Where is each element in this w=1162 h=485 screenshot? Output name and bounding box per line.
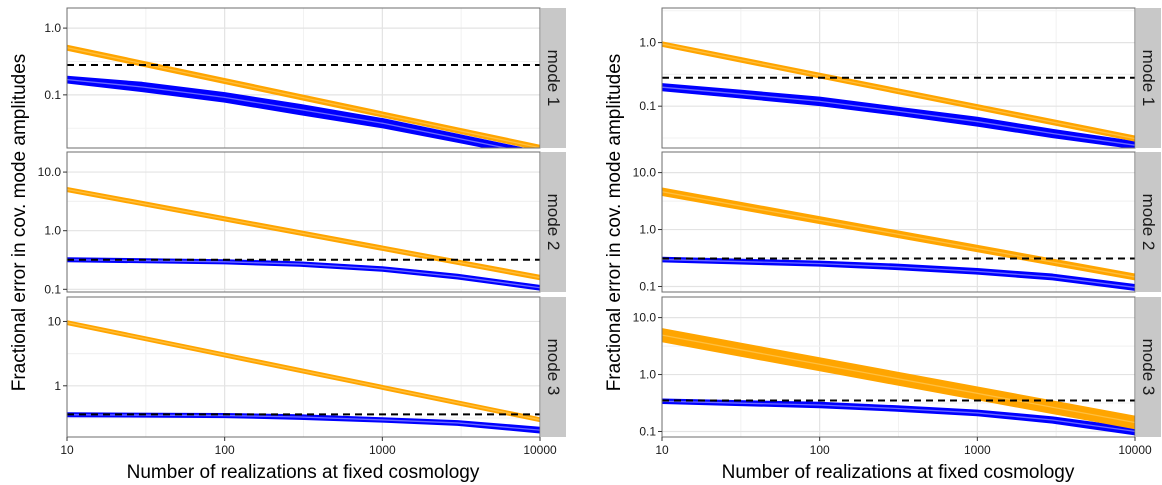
orange-center-line	[67, 188, 540, 279]
strip-label: mode 3	[544, 339, 563, 396]
blue-error-band	[662, 83, 1135, 148]
facet-strip	[541, 152, 566, 292]
y-axis-title: Fractional error in cov. mode amplitudes	[9, 54, 30, 392]
panel-2: mode 2 0.1 1.0 10.0	[38, 151, 566, 296]
y-tick-label: 0.1	[44, 88, 61, 102]
facet-strip	[541, 297, 566, 437]
y-tick-label: 1.0	[639, 36, 656, 50]
strip-label: mode 2	[1139, 194, 1158, 251]
strip-label: mode 2	[544, 194, 563, 251]
x-tick-label: 10	[655, 443, 669, 457]
y-tick-label: 1.0	[44, 224, 61, 238]
x-axis-title: Number of realizations at fixed cosmolog…	[127, 462, 480, 483]
grid	[662, 152, 1135, 292]
y-tick-label: 1.0	[639, 368, 656, 382]
y-tick-label: 10	[48, 314, 62, 328]
orange-center-line	[662, 334, 1135, 424]
x-axis-title: Number of realizations at fixed cosmolog…	[722, 462, 1075, 483]
y-tick-label: 10.0	[633, 166, 657, 180]
y-tick-label: 1.0	[44, 21, 61, 35]
facet-strip	[1136, 8, 1161, 148]
x-tick-label: 10	[60, 443, 74, 457]
blue-center-line	[67, 259, 540, 289]
x-tick-label: 1000	[964, 443, 991, 457]
blue-error-band	[662, 398, 1135, 436]
strip-label: mode 3	[1139, 339, 1158, 396]
chart-1: mode 1 0.1 1.0 mode 2 0.1 1.0 10.0 mode 3 1 10 10 1…	[9, 7, 566, 483]
orange-center-line	[662, 43, 1135, 140]
panel-border	[66, 7, 541, 149]
y-tick-label: 1	[54, 379, 61, 393]
series-group	[662, 41, 1135, 148]
x-tick-label: 10000	[1118, 443, 1152, 457]
panel-2: mode 2 0.1 1.0 10.0	[633, 151, 1161, 293]
panel-border	[66, 296, 541, 438]
y-tick-label: 0.1	[639, 279, 656, 293]
facet-strip	[1136, 152, 1161, 292]
y-axis-title: Fractional error in cov. mode amplitudes	[604, 54, 625, 392]
grid	[67, 152, 540, 292]
orange-center-line	[67, 321, 540, 421]
y-tick-label: 10.0	[38, 165, 62, 179]
facet-strip	[541, 8, 566, 148]
blue-center-line	[67, 78, 509, 148]
blue-center-line	[662, 400, 1135, 433]
series-group	[67, 44, 540, 148]
blue-error-band	[67, 75, 526, 148]
chart-2: mode 1 0.1 1.0 mode 2 0.1 1.0 10.0 mode 3 0.1 1.0…	[604, 7, 1161, 483]
series-group	[662, 328, 1135, 436]
panel-3: mode 3 1 10	[48, 296, 566, 438]
blue-center-line	[662, 86, 1135, 146]
panel-1: mode 1 0.1 1.0	[44, 7, 566, 149]
panel-border	[661, 7, 1136, 149]
facet-strip	[1136, 297, 1161, 437]
grid	[67, 297, 540, 437]
panel-border	[661, 151, 1136, 293]
x-tick-label: 10000	[523, 443, 557, 457]
y-tick-label: 10.0	[633, 311, 657, 325]
strip-label: mode 1	[1139, 50, 1158, 107]
y-tick-label: 0.1	[639, 99, 656, 113]
y-tick-label: 1.0	[639, 223, 656, 237]
panel-border	[66, 151, 541, 293]
blue-center-line	[662, 258, 1135, 289]
x-tick-label: 1000	[369, 443, 396, 457]
series-group	[67, 186, 540, 291]
orange-center-line	[662, 191, 1135, 278]
series-group	[662, 187, 1135, 291]
strip-label: mode 1	[544, 50, 563, 107]
panel-1: mode 1 0.1 1.0	[639, 7, 1161, 149]
y-tick-label: 0.1	[639, 424, 656, 438]
y-tick-label: 0.1	[44, 282, 61, 296]
series-group	[67, 320, 540, 434]
panel-border	[661, 296, 1136, 438]
panel-3: mode 3 0.1 1.0 10.0	[633, 296, 1161, 438]
x-tick-label: 100	[810, 443, 830, 457]
x-tick-label: 100	[215, 443, 235, 457]
blue-center-line	[67, 414, 540, 431]
